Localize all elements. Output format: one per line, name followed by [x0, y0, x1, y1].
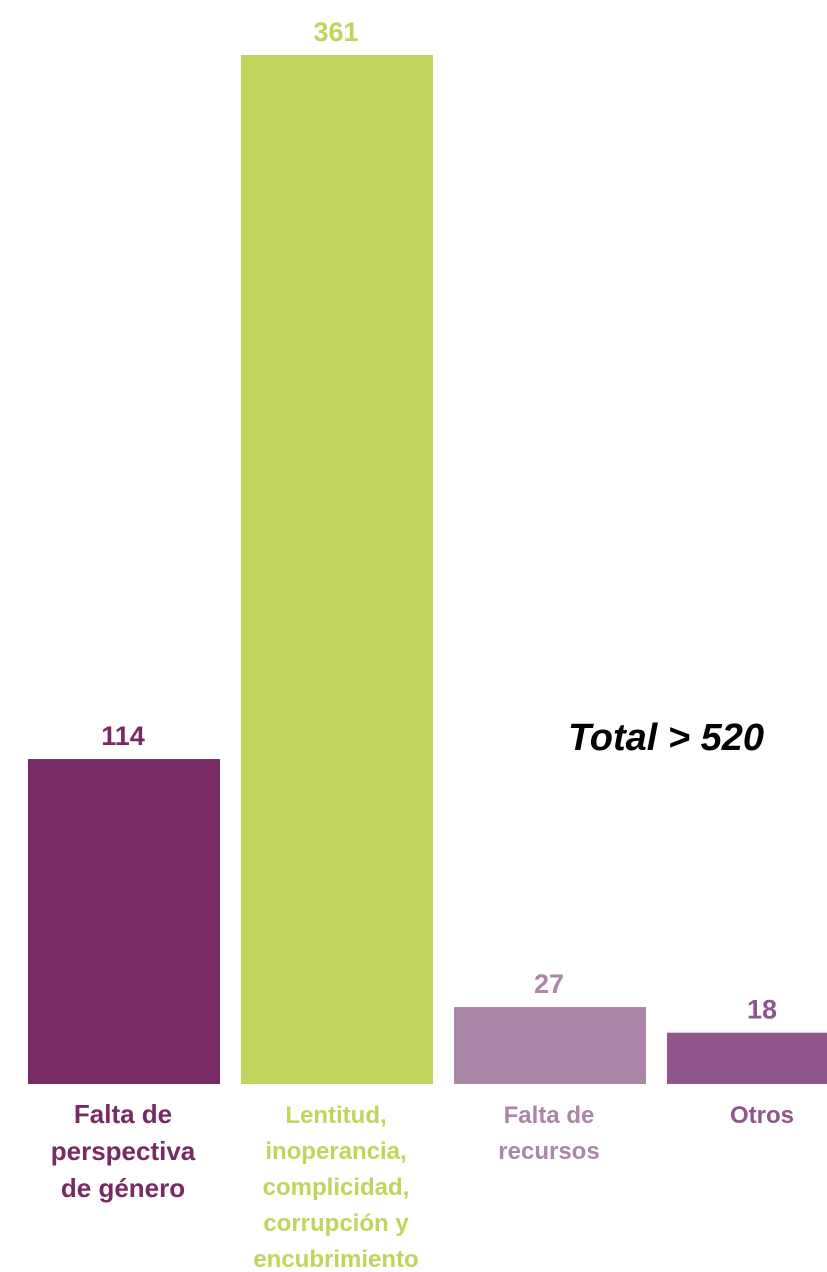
bar-falta-perspectiva: [28, 759, 220, 1084]
category-label-line: perspectiva: [51, 1136, 196, 1166]
value-labels-group: 114 361 27 18: [101, 17, 777, 1025]
total-annotation: Total > 520: [568, 717, 764, 759]
category-label-lentitud: Lentitud, inoperancia, complicidad, corrupc…: [253, 1102, 418, 1272]
category-labels-group: Falta de perspectiva de género Lentitud, ino…: [51, 1099, 794, 1272]
category-label-otros: Otros: [730, 1102, 794, 1129]
bar-falta-recursos: [454, 1007, 646, 1084]
category-label-line: Falta de: [504, 1102, 595, 1129]
value-label-falta-recursos: 27: [534, 969, 564, 999]
bars-group: [28, 55, 827, 1084]
category-label-line: inoperancia,: [265, 1138, 406, 1165]
value-label-otros: 18: [747, 995, 777, 1025]
value-label-falta-perspectiva: 114: [101, 721, 145, 751]
category-label-line: Lentitud,: [285, 1102, 386, 1129]
category-label-line: encubrimiento: [253, 1246, 418, 1272]
category-label-line: corrupción y: [263, 1210, 409, 1237]
value-label-lentitud: 361: [313, 17, 358, 47]
category-label-falta-perspectiva: Falta de perspectiva de género: [51, 1099, 196, 1203]
category-label-line: recursos: [498, 1138, 599, 1165]
category-label-line: complicidad,: [263, 1174, 410, 1201]
category-label-line: de género: [61, 1173, 185, 1203]
category-label-line: Falta de: [74, 1099, 172, 1129]
category-label-line: Otros: [730, 1102, 794, 1129]
category-label-falta-recursos: Falta de recursos: [498, 1102, 599, 1165]
bar-lentitud: [241, 55, 433, 1084]
bar-otros: [667, 1032, 827, 1084]
